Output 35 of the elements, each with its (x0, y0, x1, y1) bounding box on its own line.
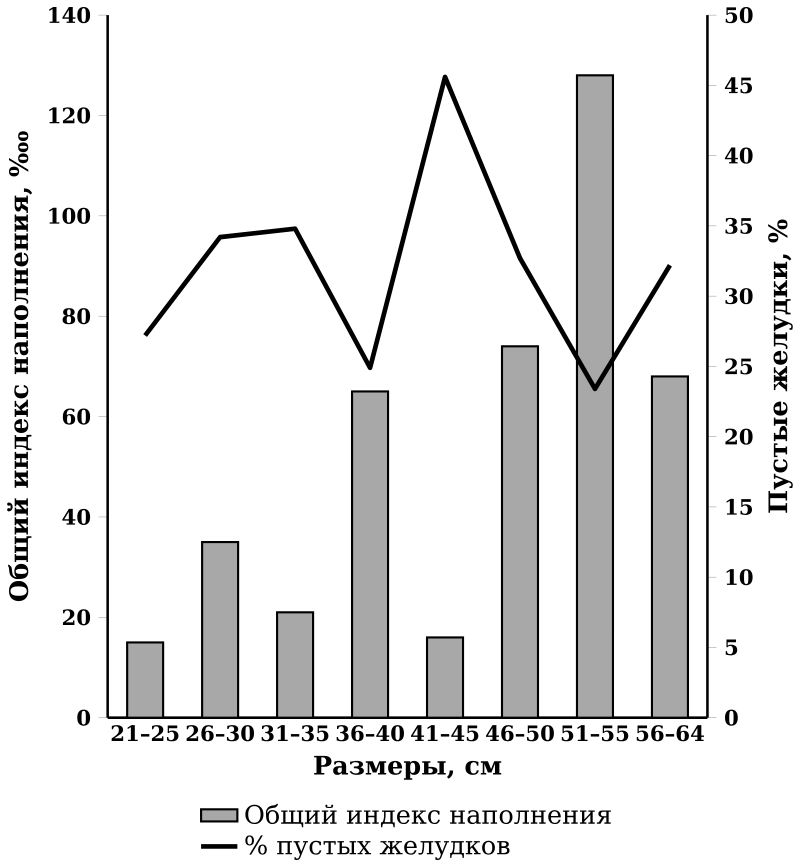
x-tick-label: 26–30 (186, 725, 254, 742)
x-tick-label: 21–25 (112, 725, 179, 742)
y2-tick-label: 10 (726, 569, 753, 586)
x-tick-label: 51–55 (562, 725, 628, 742)
y2-tick-label: 20 (726, 428, 753, 445)
y-tick-label: 40 (62, 508, 90, 525)
x-tick-label: 36–40 (336, 725, 404, 742)
bar (276, 611, 314, 718)
y2-tick-label: 40 (724, 148, 753, 164)
legend-label: % пустых желудков (245, 835, 510, 860)
y2-tick-label: 25 (726, 358, 752, 374)
y-tick-label: 20 (63, 609, 90, 626)
y-tick-label: 140 (49, 7, 90, 24)
y2-tick-label: 45 (724, 77, 752, 94)
y-tick-label: 120 (49, 107, 90, 124)
bar (501, 345, 540, 718)
y-axis-title: Общий индекс наполнения, ‱ (7, 131, 32, 602)
y2-tick-label: 30 (726, 288, 753, 304)
y2-tick-label: 35 (726, 218, 752, 234)
x-axis-title: Размеры, см (314, 756, 502, 780)
y-tick-label: 80 (62, 308, 90, 324)
x-tick-label: 41–45 (411, 725, 478, 742)
y2-axis-title: Пустые желудки, % (768, 220, 793, 513)
x-tick-label: 31–35 (262, 725, 328, 742)
bar (576, 74, 614, 718)
y2-tick-label: 0 (725, 710, 738, 726)
x-tick-label: 46–50 (486, 725, 554, 742)
y-tick-label: 60 (62, 408, 90, 425)
y2-tick-label: 5 (726, 640, 738, 656)
x-tick-label: 56–64 (636, 725, 704, 742)
legend-label: Общий индекс наполнения (245, 804, 611, 828)
y2-tick-label: 15 (726, 498, 752, 515)
y-tick-label: 100 (49, 208, 90, 224)
y-tick-label: 0 (77, 710, 90, 726)
y2-tick-label: 50 (726, 7, 753, 24)
